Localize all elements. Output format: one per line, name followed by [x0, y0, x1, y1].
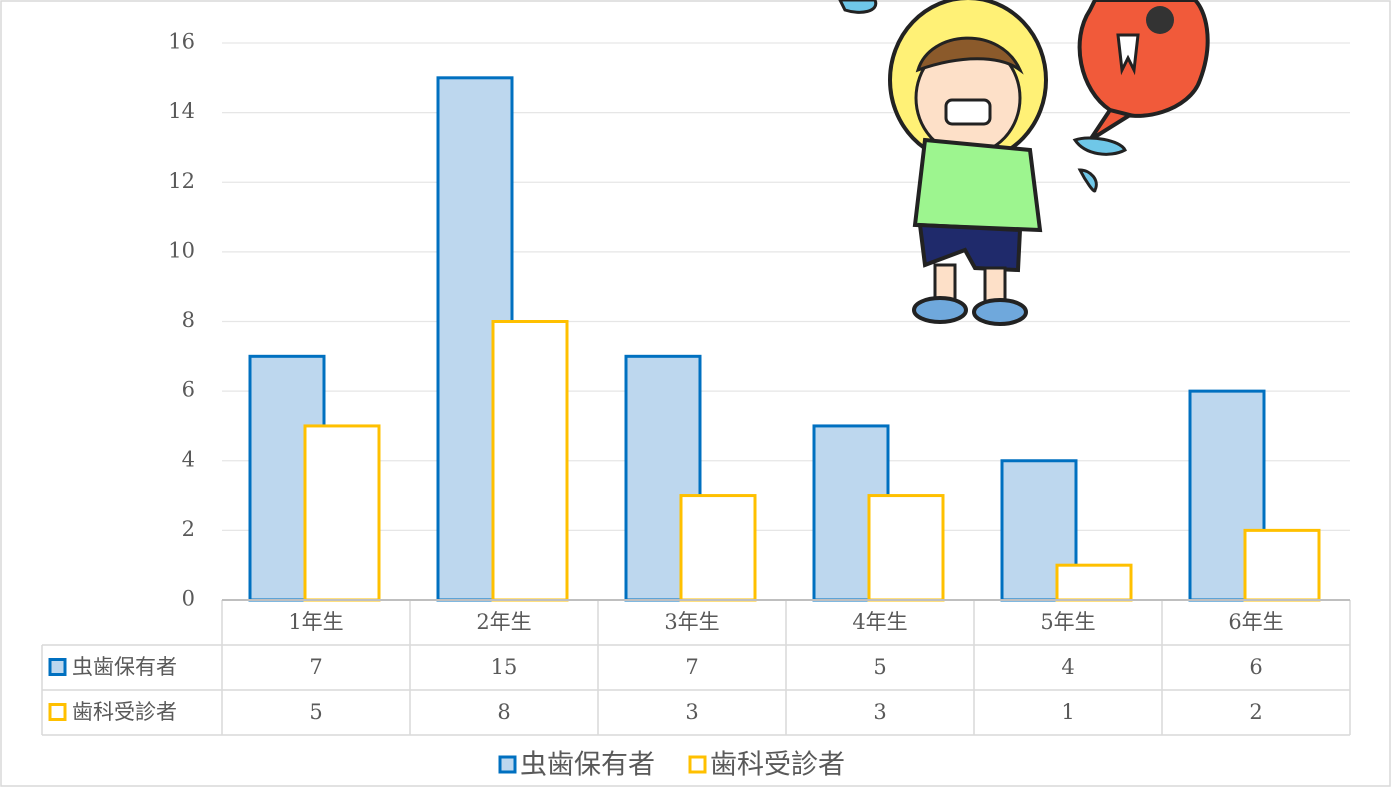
- bar: [305, 426, 379, 600]
- legend-key: [50, 660, 65, 675]
- legend-key: [500, 757, 515, 772]
- x-tick-label: 2年生: [476, 610, 531, 634]
- y-tick-label: 8: [182, 308, 195, 332]
- table-cell: 2: [1249, 700, 1262, 724]
- y-tick-label: 12: [168, 169, 195, 193]
- table-cell: 6: [1249, 655, 1262, 679]
- table-cell: 15: [491, 655, 518, 679]
- table-cell: 3: [685, 700, 698, 724]
- y-tick-label: 2: [182, 517, 195, 541]
- legend-label: 虫歯保有者: [520, 750, 655, 781]
- table-cell: 4: [1061, 655, 1074, 679]
- page: 0246810121416 1年生2年生3年生4年生5年生6年生虫歯保有者715…: [0, 0, 1395, 787]
- x-tick-label: 4年生: [852, 610, 907, 634]
- table-cell: 1: [1061, 700, 1074, 724]
- table-cell: 5: [309, 700, 322, 724]
- table-row-label: 虫歯保有者: [72, 655, 177, 679]
- bar: [493, 322, 567, 601]
- bar: [869, 496, 943, 600]
- table-row-label: 歯科受診者: [72, 700, 177, 724]
- y-tick-label: 14: [168, 99, 195, 123]
- y-tick-label: 6: [182, 378, 195, 402]
- legend-label: 歯科受診者: [710, 750, 845, 781]
- table-cell: 3: [873, 700, 886, 724]
- x-tick-label: 6年生: [1228, 610, 1283, 634]
- table-cell: 5: [873, 655, 886, 679]
- chart: 0246810121416 1年生2年生3年生4年生5年生6年生虫歯保有者715…: [0, 0, 1395, 787]
- y-tick-label: 0: [182, 587, 195, 611]
- x-tick-label: 1年生: [288, 610, 343, 634]
- x-tick-label: 5年生: [1040, 610, 1095, 634]
- bar: [1245, 530, 1319, 600]
- table-cell: 8: [497, 700, 510, 724]
- table-cell: 7: [309, 655, 322, 679]
- y-tick-label: 4: [182, 447, 195, 471]
- bar: [681, 496, 755, 600]
- table-cell: 7: [685, 655, 698, 679]
- legend-key: [50, 705, 65, 720]
- legend-key: [690, 757, 705, 772]
- y-tick-label: 10: [168, 238, 195, 262]
- x-tick-label: 3年生: [664, 610, 719, 634]
- bar: [1057, 565, 1131, 600]
- y-tick-label: 16: [168, 30, 195, 54]
